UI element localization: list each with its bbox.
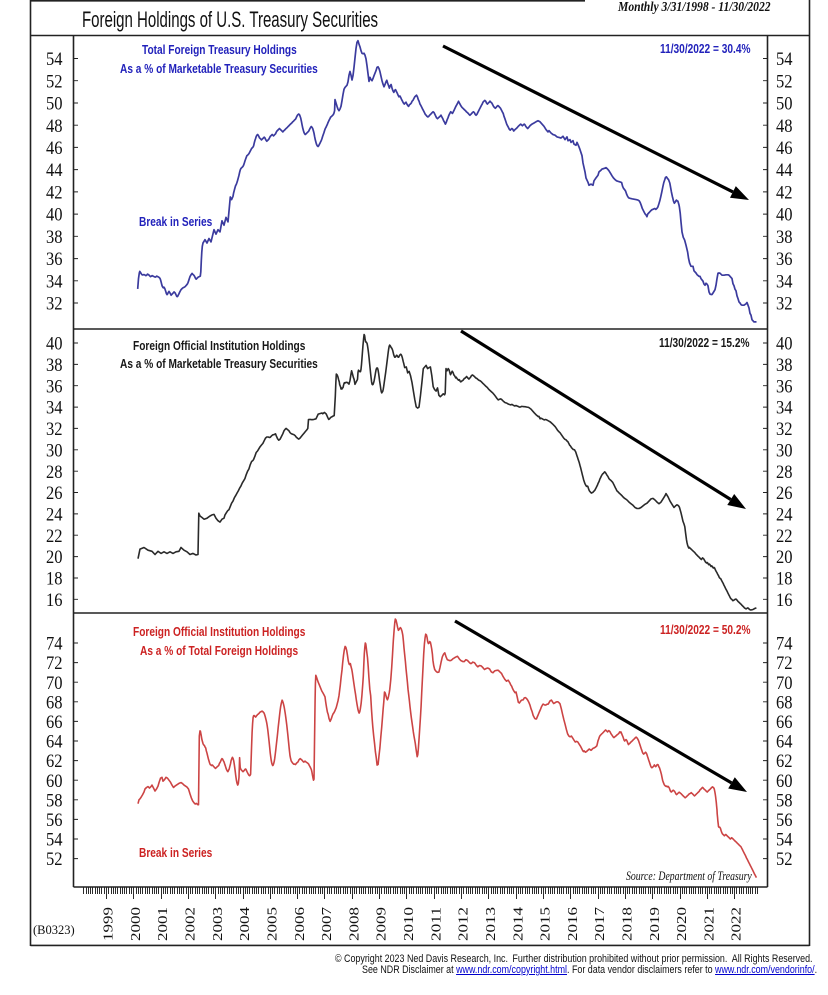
svg-text:2009: 2009 [375, 907, 390, 941]
svg-text:60: 60 [46, 772, 63, 792]
svg-text:38: 38 [776, 228, 793, 248]
svg-text:28: 28 [46, 463, 63, 483]
svg-text:66: 66 [46, 713, 63, 733]
svg-text:52: 52 [46, 850, 63, 870]
svg-text:2011: 2011 [429, 907, 444, 941]
svg-text:38: 38 [46, 228, 63, 248]
svg-text:32: 32 [46, 295, 63, 315]
svg-text:2006: 2006 [293, 907, 308, 941]
svg-text:36: 36 [776, 250, 793, 270]
svg-text:70: 70 [46, 674, 63, 694]
svg-text:54: 54 [776, 50, 793, 70]
svg-text:60: 60 [776, 772, 793, 792]
svg-text:62: 62 [776, 752, 793, 772]
svg-text:40: 40 [46, 206, 63, 226]
svg-text:44: 44 [776, 161, 793, 181]
svg-text:2014: 2014 [511, 907, 526, 941]
svg-text:2008: 2008 [347, 907, 362, 941]
svg-text:26: 26 [46, 484, 63, 504]
svg-text:18: 18 [776, 570, 793, 590]
svg-text:42: 42 [46, 184, 63, 204]
svg-text:64: 64 [46, 733, 63, 753]
svg-text:1999: 1999 [102, 907, 117, 941]
svg-text:58: 58 [46, 791, 63, 811]
svg-text:2016: 2016 [566, 907, 581, 941]
svg-text:2012: 2012 [457, 907, 472, 941]
svg-text:74: 74 [776, 635, 793, 655]
svg-text:2022: 2022 [730, 907, 745, 941]
svg-text:38: 38 [46, 356, 63, 376]
svg-text:68: 68 [46, 693, 63, 713]
svg-text:30: 30 [776, 441, 793, 461]
svg-text:48: 48 [776, 117, 793, 137]
svg-text:2007: 2007 [320, 907, 335, 941]
svg-text:46: 46 [776, 139, 793, 159]
svg-text:30: 30 [46, 441, 63, 461]
svg-text:32: 32 [46, 420, 63, 440]
svg-text:28: 28 [776, 463, 793, 483]
svg-text:72: 72 [776, 654, 793, 674]
svg-text:38: 38 [776, 356, 793, 376]
svg-text:58: 58 [776, 791, 793, 811]
svg-text:2015: 2015 [539, 907, 554, 941]
svg-text:52: 52 [46, 72, 63, 92]
svg-text:66: 66 [776, 713, 793, 733]
svg-text:22: 22 [46, 527, 63, 547]
svg-text:32: 32 [776, 420, 793, 440]
svg-text:16: 16 [46, 591, 63, 611]
svg-text:18: 18 [46, 570, 63, 590]
svg-text:2020: 2020 [675, 907, 690, 941]
svg-text:34: 34 [776, 272, 793, 292]
svg-text:2005: 2005 [266, 907, 281, 941]
svg-text:40: 40 [46, 335, 63, 355]
svg-text:2018: 2018 [621, 907, 636, 941]
svg-text:54: 54 [46, 831, 63, 851]
svg-text:34: 34 [776, 399, 793, 419]
svg-text:20: 20 [46, 548, 63, 568]
svg-text:72: 72 [46, 654, 63, 674]
svg-text:34: 34 [46, 272, 63, 292]
svg-text:52: 52 [776, 72, 793, 92]
svg-text:54: 54 [776, 831, 793, 851]
svg-text:50: 50 [776, 95, 793, 115]
svg-text:44: 44 [46, 161, 63, 181]
svg-text:64: 64 [776, 733, 793, 753]
svg-text:36: 36 [776, 377, 793, 397]
svg-text:2004: 2004 [238, 907, 253, 941]
svg-text:20: 20 [776, 548, 793, 568]
svg-text:54: 54 [46, 50, 63, 70]
svg-text:2002: 2002 [184, 907, 199, 941]
svg-text:74: 74 [46, 635, 63, 655]
svg-text:2003: 2003 [211, 907, 226, 941]
svg-text:16: 16 [776, 591, 793, 611]
svg-text:24: 24 [46, 506, 63, 526]
svg-text:56: 56 [776, 811, 793, 831]
svg-text:48: 48 [46, 117, 63, 137]
svg-text:22: 22 [776, 527, 793, 547]
svg-text:36: 36 [46, 250, 63, 270]
svg-text:36: 36 [46, 377, 63, 397]
svg-text:50: 50 [46, 95, 63, 115]
svg-text:2017: 2017 [593, 907, 608, 941]
svg-text:52: 52 [776, 850, 793, 870]
svg-text:34: 34 [46, 399, 63, 419]
svg-text:26: 26 [776, 484, 793, 504]
svg-text:2019: 2019 [648, 907, 663, 941]
svg-text:70: 70 [776, 674, 793, 694]
svg-text:68: 68 [776, 693, 793, 713]
svg-text:2013: 2013 [484, 907, 499, 941]
svg-text:2000: 2000 [129, 907, 144, 941]
svg-text:32: 32 [776, 295, 793, 315]
svg-text:2010: 2010 [402, 907, 417, 941]
svg-text:40: 40 [776, 206, 793, 226]
svg-text:40: 40 [776, 335, 793, 355]
svg-text:46: 46 [46, 139, 63, 159]
svg-text:2001: 2001 [156, 907, 171, 941]
svg-text:42: 42 [776, 184, 793, 204]
svg-text:24: 24 [776, 506, 793, 526]
svg-text:62: 62 [46, 752, 63, 772]
svg-text:2021: 2021 [702, 907, 717, 941]
svg-text:56: 56 [46, 811, 63, 831]
